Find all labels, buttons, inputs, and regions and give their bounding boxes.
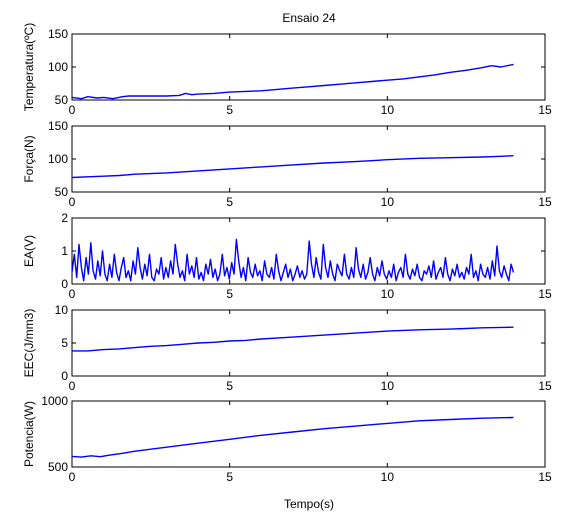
x-tick-label: 10 (381, 103, 395, 117)
y-tick-label: 100 (48, 152, 68, 166)
y-axis-label: EA(V) (22, 235, 36, 267)
plot-area (71, 309, 546, 377)
series-line (72, 326, 514, 352)
subplot-1: 0 5 10 15 50 100 150 Temperatura(ºC) (22, 23, 552, 117)
y-tick-label: 50 (55, 93, 69, 107)
subplot-4: 0 5 10 15 0 5 10 EEC(J/mm3) (22, 303, 552, 393)
x-tick-label: 10 (381, 195, 395, 209)
y-tick-label: 150 (48, 27, 68, 41)
y-tick-label: 0 (61, 369, 68, 383)
x-tick-label: 15 (538, 287, 552, 301)
x-tick-label: 0 (69, 287, 76, 301)
y-tick-label: 1000 (41, 394, 68, 408)
x-tick-label: 5 (226, 287, 233, 301)
x-tick-label: 5 (226, 103, 233, 117)
y-tick-label: 5 (61, 336, 68, 350)
x-tick-label: 15 (538, 470, 552, 484)
subplot-2: 0 5 10 15 50 100 150 Força(N) (22, 119, 552, 209)
y-tick-label: 10 (55, 303, 69, 317)
x-tick-label: 15 (538, 103, 552, 117)
plot-area (71, 400, 546, 468)
subplot-3: 0 5 10 15 0 1 2 EA(V) (22, 211, 552, 301)
x-tick-label: 0 (69, 195, 76, 209)
x-axis-label: Tempo(s) (284, 497, 334, 511)
y-axis-label: Força(N) (22, 135, 36, 182)
y-axis-label: Temperatura(ºC) (22, 23, 36, 111)
series-line (72, 238, 515, 282)
y-tick-label: 50 (55, 185, 69, 199)
y-tick-label: 1 (61, 244, 68, 258)
x-tick-label: 10 (381, 470, 395, 484)
chart-title: Ensaio 24 (282, 11, 336, 25)
x-tick-label: 15 (538, 195, 552, 209)
y-tick-label: 500 (48, 460, 68, 474)
x-tick-label: 5 (226, 379, 233, 393)
x-tick-label: 0 (69, 470, 76, 484)
x-tick-label: 5 (226, 195, 233, 209)
y-tick-label: 100 (48, 60, 68, 74)
series-line (72, 155, 514, 179)
x-tick-label: 0 (69, 379, 76, 393)
plot-area (71, 33, 546, 101)
plot-area (71, 125, 546, 193)
y-axis-label: EEC(J/mm3) (22, 309, 36, 378)
x-tick-label: 15 (538, 379, 552, 393)
y-tick-label: 2 (61, 211, 68, 225)
y-tick-label: 150 (48, 119, 68, 133)
x-tick-label: 0 (69, 103, 76, 117)
subplot-5: 0 5 10 15 500 1000 Potencia(W) (22, 394, 552, 484)
series-line (72, 63, 514, 100)
y-tick-label: 0 (61, 277, 68, 291)
x-tick-label: 10 (381, 379, 395, 393)
x-tick-label: 5 (226, 470, 233, 484)
series-line (72, 416, 514, 458)
y-axis-label: Potencia(W) (22, 401, 36, 467)
x-tick-label: 10 (381, 287, 395, 301)
